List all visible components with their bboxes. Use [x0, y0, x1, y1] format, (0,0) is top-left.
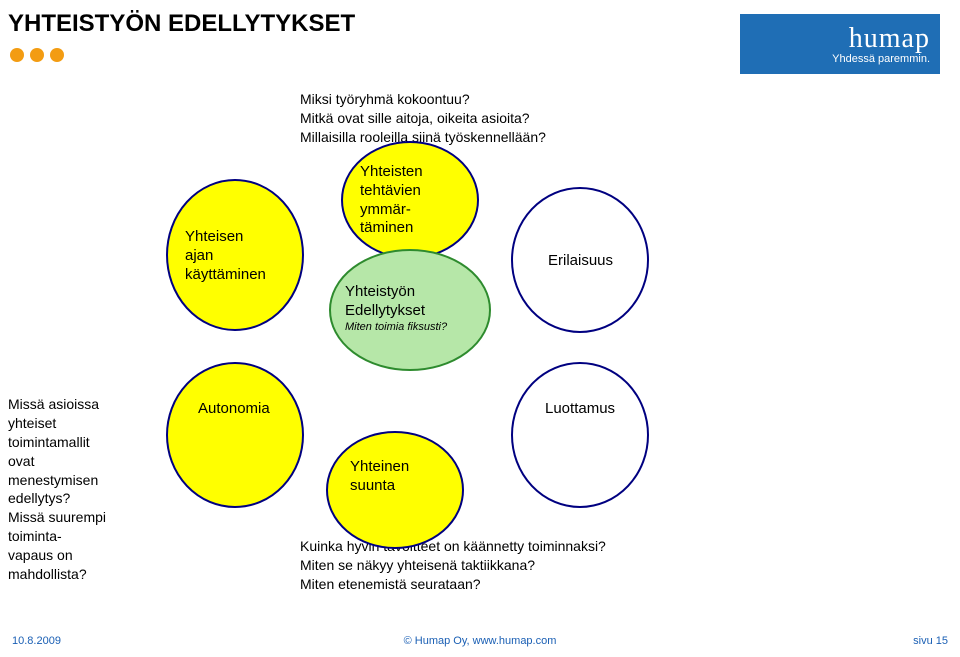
node-direction-label: Yhteinensuunta — [350, 458, 409, 496]
footer-copyright: © Humap Oy, www.humap.com — [0, 635, 960, 647]
node-trust-label: Luottamus — [545, 400, 615, 419]
node-diversity-label: Erilaisuus — [548, 252, 613, 271]
node-time-label: Yhteisenajankäyttäminen — [185, 228, 266, 284]
diagram-svg — [0, 0, 960, 657]
node-autonomy-label: Autonomia — [198, 400, 270, 419]
node-tasks-label: Yhteistentehtävienymmär-täminen — [360, 163, 423, 238]
node-center-label: YhteistyönEdellytyksetMiten toimia fiksu… — [345, 283, 447, 334]
footer-page: sivu 15 — [913, 635, 948, 647]
